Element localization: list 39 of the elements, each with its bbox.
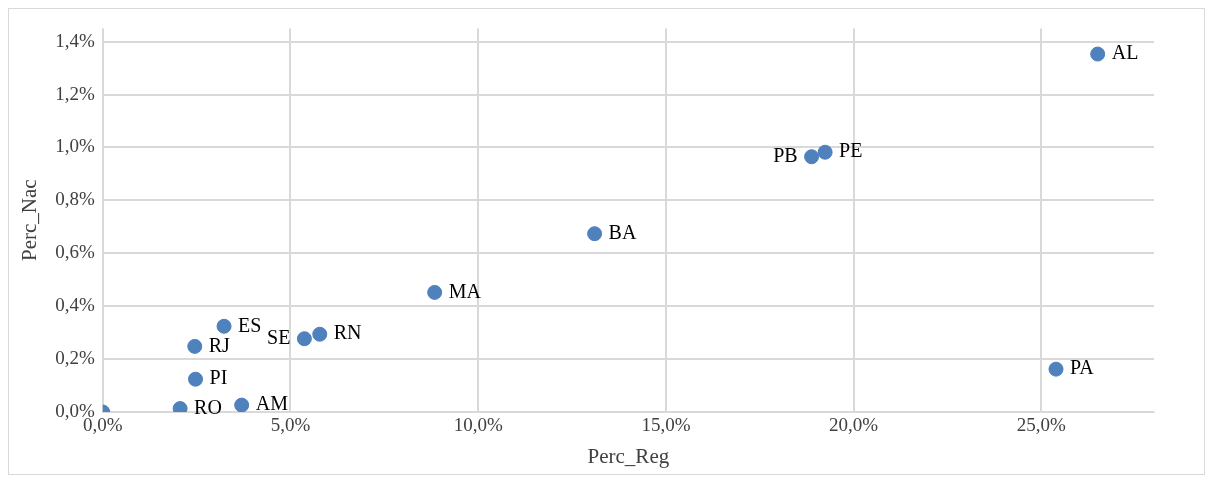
- data-label: ES: [238, 313, 262, 336]
- x-tick-label: 25,0%: [1016, 414, 1067, 436]
- y-tick-label: 0,4%: [55, 294, 95, 316]
- point: [817, 144, 833, 160]
- data-label: PA: [1070, 356, 1095, 379]
- point: [804, 149, 820, 165]
- point: [587, 226, 603, 242]
- x-tick-label: 15,0%: [641, 414, 691, 436]
- x-tick-label: 20,0%: [829, 414, 879, 436]
- x-tick-label: 5,0%: [270, 414, 311, 436]
- data-label: BA: [608, 220, 637, 243]
- data-label: SE: [267, 325, 291, 348]
- point: [188, 371, 204, 387]
- y-tick-label: 0,6%: [55, 241, 95, 263]
- data-label: RJ: [208, 333, 231, 356]
- data-label: PB: [773, 143, 798, 166]
- data-label: PI: [209, 366, 228, 389]
- y-tick-label: 1,2%: [55, 82, 95, 104]
- y-tick-label: 0,2%: [55, 347, 95, 369]
- data-label: RN: [333, 321, 362, 344]
- y-tick-label: 1,4%: [55, 29, 95, 51]
- x-tick-label: 10,0%: [453, 414, 503, 436]
- point: [1090, 46, 1106, 62]
- y-tick-label: 0,8%: [55, 188, 95, 210]
- data-label: RO: [194, 395, 222, 418]
- y-tick-label: 1,0%: [55, 135, 95, 157]
- point: [1048, 361, 1064, 377]
- point: [427, 284, 443, 300]
- data-label: PE: [839, 139, 863, 162]
- data-label: AM: [255, 392, 289, 415]
- data-label: MA: [448, 279, 482, 302]
- point: [216, 318, 232, 334]
- point: [312, 326, 328, 342]
- y-axis-title: Perc_Nac: [17, 179, 42, 262]
- point: [187, 338, 203, 354]
- x-axis-title: Perc_Reg: [587, 443, 670, 468]
- point: [296, 331, 312, 347]
- point: [234, 397, 250, 412]
- data-label: AL: [1111, 41, 1139, 64]
